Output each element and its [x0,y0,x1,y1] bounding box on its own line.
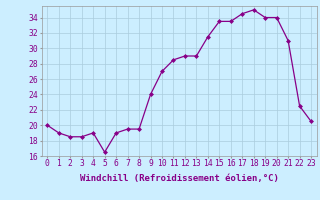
X-axis label: Windchill (Refroidissement éolien,°C): Windchill (Refroidissement éolien,°C) [80,174,279,183]
